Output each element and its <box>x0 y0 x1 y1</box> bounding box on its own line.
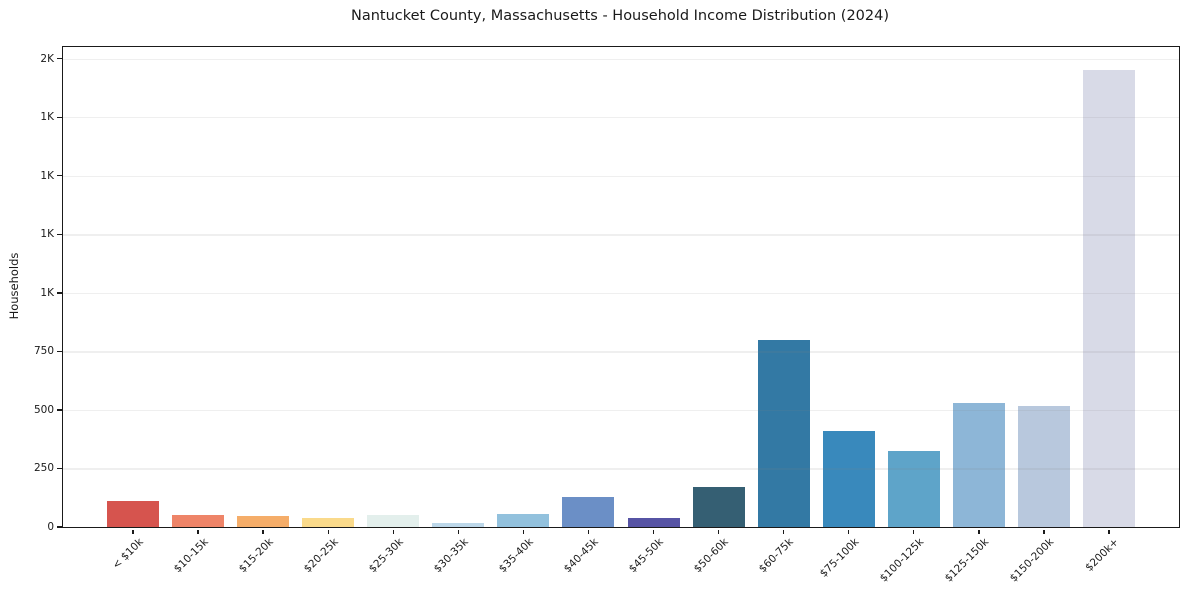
chart-title: Nantucket County, Massachusetts - Househ… <box>350 8 890 24</box>
x-tick-label: $125-150k <box>942 536 992 585</box>
x-tick-label: $30-35k <box>431 536 471 576</box>
y-tick-mark <box>57 58 62 60</box>
gridline <box>63 292 1179 295</box>
x-tick-mark <box>197 529 199 535</box>
y-axis-label: Households <box>7 252 21 320</box>
y-tick-label: 1K <box>40 111 54 124</box>
y-tick-mark <box>57 409 62 411</box>
gridline <box>63 117 1179 119</box>
bar-< $10k <box>107 501 159 527</box>
x-tick-label: $10-15k <box>171 536 211 576</box>
y-tick-label: 1K <box>40 169 54 182</box>
y-tick-label: 250 <box>33 462 54 475</box>
bar-$200k+ <box>1083 70 1135 527</box>
x-tick-mark <box>457 529 459 535</box>
y-tick-mark <box>57 233 62 235</box>
y-tick-label: 750 <box>33 345 54 358</box>
x-tick-mark <box>913 529 915 535</box>
x-tick-mark <box>262 529 264 535</box>
bar-$15-20k <box>237 516 290 527</box>
gridline <box>63 58 1179 60</box>
y-tick-label: 1K <box>40 286 54 299</box>
y-tick-label: 1K <box>40 228 54 241</box>
x-tick-mark <box>1043 529 1045 535</box>
x-tick-mark <box>717 529 720 535</box>
x-tick-label: $150-200k <box>1007 536 1057 585</box>
y-tick-mark <box>57 467 62 470</box>
x-tick-mark <box>652 529 655 535</box>
x-tick-mark <box>327 529 329 535</box>
gridline <box>63 409 1179 412</box>
y-tick-mark <box>57 292 62 294</box>
bar-$45-50k <box>627 517 680 527</box>
bar-$30-35k <box>432 523 485 527</box>
x-tick-mark <box>587 529 590 535</box>
x-tick-mark <box>1108 529 1110 535</box>
bar-$60-75k <box>757 339 810 527</box>
y-tick-mark <box>57 175 62 177</box>
gridline <box>63 175 1179 177</box>
x-tick-label: $20-25k <box>301 536 341 576</box>
x-tick-label: $50-60k <box>691 536 732 576</box>
y-tick-mark <box>57 350 62 353</box>
x-tick-label: $25-30k <box>366 536 406 576</box>
bar-$150-200k <box>1017 406 1070 527</box>
bar-$20-25k <box>302 518 355 527</box>
bar-$40-45k <box>562 497 615 527</box>
x-tick-mark <box>132 529 134 535</box>
bar-$35-40k <box>497 514 550 527</box>
bar-$75-100k <box>822 431 875 527</box>
x-tick-label: $40-45k <box>561 536 601 576</box>
x-tick-label: $100-125k <box>877 536 927 585</box>
bar-$25-30k <box>367 514 420 527</box>
bar-$125-150k <box>952 403 1005 527</box>
x-tick-label: $60-75k <box>757 536 797 576</box>
x-tick-label: $45-50k <box>626 536 667 576</box>
y-tick-label: 2K <box>40 52 54 65</box>
bar-$10-15k <box>172 515 225 527</box>
bar-$100-125k <box>887 451 940 527</box>
x-tick-label: $35-40k <box>496 536 536 576</box>
plot-area: 0 250 500 750 1K 1K 1K 1K 2K < $10k $10-15k $15-20k… <box>34 46 1180 585</box>
x-tick-mark <box>848 529 850 535</box>
x-tick-mark <box>783 529 785 535</box>
gridline <box>63 351 1179 353</box>
x-tick-label: $15-20k <box>236 536 276 576</box>
x-tick-label: $200k+ <box>1083 536 1122 574</box>
bar-$50-60k <box>692 487 745 527</box>
x-tick-mark <box>522 529 525 535</box>
x-tick-label: $75-100k <box>817 536 862 580</box>
x-tick-label: < $10k <box>109 536 146 572</box>
x-tick-mark <box>978 529 980 535</box>
x-tick-mark <box>392 529 394 535</box>
y-tick-mark <box>57 526 62 528</box>
y-tick-label: 500 <box>33 403 54 416</box>
gridline <box>63 234 1179 236</box>
y-tick-label: 0 <box>47 521 54 533</box>
gridline <box>63 468 1179 470</box>
y-tick-mark <box>57 116 62 118</box>
